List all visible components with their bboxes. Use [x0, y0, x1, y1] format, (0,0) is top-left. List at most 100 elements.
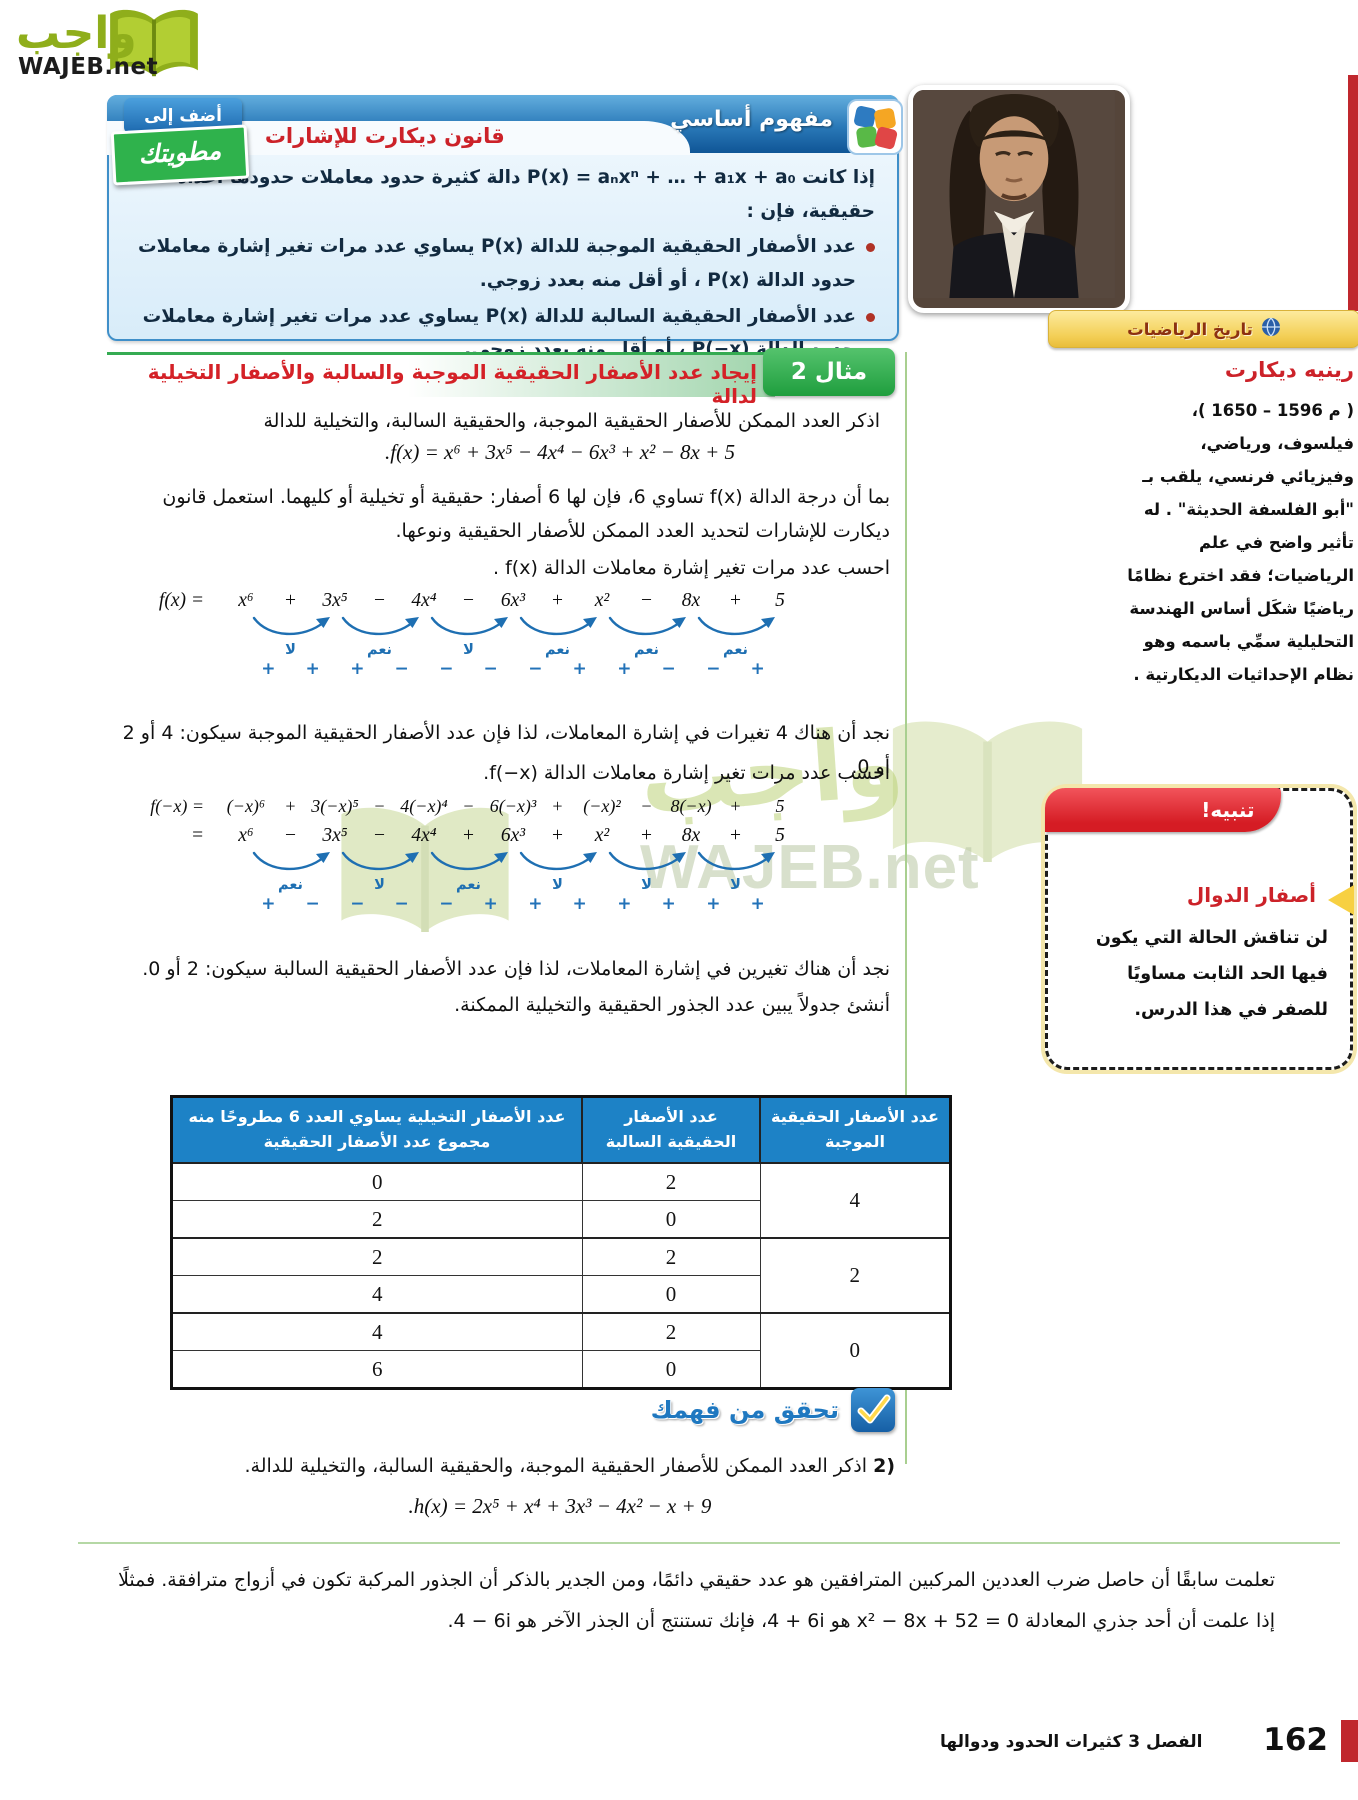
header-positive-zeros: عدد الأصفار الحقيقية الموجبة	[759, 1095, 952, 1164]
fx-label: f(x) =	[158, 590, 204, 611]
imaginary-zeros-cell: 2	[171, 1200, 583, 1239]
example-step2-text: احسب عدد مرات تغير إشارة معاملات الدالة …	[483, 762, 890, 784]
concept-bullet-1-text: عدد الأصفار الحقيقية الموجبة للدالة ⁦P(x…	[138, 236, 856, 291]
bullet-dot-icon	[866, 312, 875, 322]
check-item-text: اذكر العدد الممكن للأصفار الحقيقية الموج…	[244, 1455, 868, 1477]
example-problem-text: اذكر العدد الممكن للأصفار الحقيقية الموج…	[263, 410, 880, 432]
fx-sign-change-1: نعم + −	[335, 614, 424, 679]
imaginary-zeros-cell: 0	[171, 1162, 583, 1201]
fx-term: 5	[775, 590, 785, 611]
fx-sign-change-5: نعم − +	[691, 614, 780, 679]
concept-intro: إذا كانت ⁦P(x) = aₙxⁿ + … + a₁x + a₀⁩ دا…	[177, 167, 875, 222]
fx-term: x²	[594, 590, 610, 611]
curved-arrow-icon	[519, 616, 597, 636]
example-conclusion2-text: نجد أن هناك تغيرين في إشارة المعاملات، ل…	[142, 958, 890, 980]
fnegx-sign-change-4: لا + +	[602, 849, 691, 914]
wajeb-logo: واجب WAJEB.net	[16, 6, 316, 86]
example-problem-equation: .f(x) = x⁶ + 3x⁵ − 4x⁴ − 6x³ + x² − 8x +…	[384, 440, 735, 464]
page-edge-marker-top	[1348, 75, 1358, 311]
warning-title: أصفار الدوال	[1186, 883, 1316, 907]
math-history-label: تاريخ الرياضيات	[1127, 319, 1253, 339]
fx-term: 8x	[681, 590, 701, 611]
table-row: 0 4	[171, 1275, 951, 1314]
positive-zeros-cell: 0	[759, 1312, 951, 1389]
bullet-dot-icon	[866, 243, 875, 253]
curved-arrow-icon	[519, 851, 597, 871]
header-negative-zeros: عدد الأصفار الحقيقية السالبة	[581, 1095, 761, 1164]
warning-box: تنبيه! أصفار الدوال لن تناقش الحالة التي…	[1045, 788, 1354, 1070]
fnegx-sign-change-diagram: f(−x) = (−x)⁶ + 3(−x)⁵ − 4(−x)⁴ − 6(−x)³…	[118, 796, 878, 914]
curved-arrow-icon	[252, 616, 330, 636]
logo-arabic-text: واجب	[16, 8, 137, 59]
logo-book-icon	[104, 6, 204, 88]
page-number: 162	[1263, 1722, 1328, 1758]
concept-tab-label: مفهوم أساسي	[670, 107, 833, 132]
fnegx-sign-change-5: لا + +	[691, 849, 780, 914]
fnegx-sign-change-2: نعم − +	[424, 849, 513, 914]
vertical-divider	[905, 352, 907, 1464]
table-row: 0 2	[171, 1200, 951, 1239]
warning-body: لن تناقش الحالة التي يكون فيها الحد الثا…	[1095, 928, 1328, 1020]
negative-zeros-cell: 0	[581, 1200, 761, 1239]
fnegx-sign-change-3: لا + +	[513, 849, 602, 914]
check-item: ⁦2)⁩ اذكر العدد الممكن للأصفار الحقيقية …	[107, 1450, 895, 1482]
example-solution-text: بما أن درجة الدالة ⁦f(x)⁩ تساوي 6، فإن ل…	[162, 486, 890, 543]
positive-zeros-cell: 4	[759, 1162, 951, 1239]
fx-sign-change-3: نعم − +	[513, 614, 602, 679]
example-title-strip	[107, 352, 775, 397]
zeros-table: عدد الأصفار الحقيقية الموجبة عدد الأصفار…	[170, 1095, 952, 1390]
fx-arc-row: لا + + نعم + − لا − − نعم − + نعم +	[118, 614, 878, 679]
fnegx-arc-row: نعم + − لا − − نعم − + لا + + لا + +	[118, 849, 878, 914]
descartes-name: رينيه ديكارت	[1224, 358, 1354, 382]
fx-sign-change-2: لا − −	[424, 614, 513, 679]
check-understanding-title: تحقق من فهمك	[650, 1396, 839, 1424]
curved-arrow-icon	[608, 851, 686, 871]
fx-equation-row: f(x) = x⁶ + 3x⁵ − 4x⁴ − 6x³ + x² − 8x + …	[118, 590, 878, 612]
curved-arrow-icon	[341, 616, 419, 636]
example-step1-text: احسب عدد مرات تغير إشارة معاملات الدالة …	[493, 557, 890, 579]
globe-icon	[1261, 317, 1281, 341]
negative-zeros-cell: 0	[581, 1275, 761, 1314]
concept-bullet-1: عدد الأصفار الحقيقية الموجبة للدالة ⁦P(x…	[131, 230, 875, 297]
negative-zeros-cell: 2	[581, 1162, 761, 1201]
fnegx-sign-change-0: نعم + −	[246, 849, 335, 914]
table-row: 2 2 2	[171, 1237, 951, 1314]
fnegx-equals-label: =	[190, 825, 204, 846]
fx-term: 4x⁴	[411, 590, 437, 611]
warning-tab: تنبيه!	[1045, 788, 1281, 832]
example-badge: مثال 2	[763, 348, 895, 396]
fnegx-simplified-row: = x⁶ − 3x⁵ − 4x⁴ + 6x³ + x² + 8x + 5	[118, 825, 878, 847]
fnegx-label: f(−x) =	[150, 796, 204, 816]
fx-term: x⁶	[238, 590, 254, 611]
descartes-bio: ⁦( 1650 – 1596 م )⁩، فيلسوف، ورياضي، وفي…	[1127, 401, 1354, 684]
example-conclusion1-text: نجد أن هناك 4 تغيرات في إشارة المعاملات،…	[122, 722, 890, 779]
check-item-number: ⁦2)⁩	[873, 1455, 895, 1477]
curved-arrow-icon	[697, 616, 775, 636]
curved-arrow-icon	[341, 851, 419, 871]
check-item-equation: .h(x) = 2x⁵ + x⁴ + 3x³ − 4x² − x + 9	[408, 1494, 712, 1518]
positive-zeros-cell: 2	[759, 1237, 951, 1314]
curved-arrow-icon	[430, 851, 508, 871]
logo-latin-text: WAJEB.net	[18, 54, 159, 80]
concept-body: إذا كانت ⁦P(x) = aₙxⁿ + … + a₁x + a₀⁩ دا…	[131, 161, 875, 367]
foldable-ribbon: مطويتك	[110, 124, 250, 186]
imaginary-zeros-cell: 4	[171, 1312, 583, 1351]
concept-subtitle: قانون ديكارت للإشارات	[264, 124, 505, 148]
horizontal-divider	[78, 1542, 1340, 1544]
math-history-banner: تاريخ الرياضيات	[1048, 310, 1358, 348]
page-edge-marker-footer	[1341, 1720, 1358, 1762]
chapter-footer: الفصل 3 كثيرات الحدود ودوالها	[940, 1732, 1203, 1752]
fx-sign-change-4: نعم + −	[602, 614, 691, 679]
negative-zeros-cell: 2	[581, 1312, 761, 1351]
concept-pinwheel-icon	[847, 99, 903, 155]
fx-term: 3x⁵	[322, 590, 348, 611]
negative-zeros-cell: 2	[581, 1237, 761, 1276]
imaginary-zeros-cell: 6	[171, 1350, 583, 1389]
negative-zeros-cell: 0	[581, 1350, 761, 1389]
curved-arrow-icon	[252, 851, 330, 871]
table-intro-text: أنشئ جدولاً يبين عدد الجذور الحقيقية وال…	[454, 994, 890, 1016]
table-row: 0 2 4	[171, 1312, 951, 1389]
table-row: 0 6	[171, 1350, 951, 1389]
curved-arrow-icon	[608, 616, 686, 636]
